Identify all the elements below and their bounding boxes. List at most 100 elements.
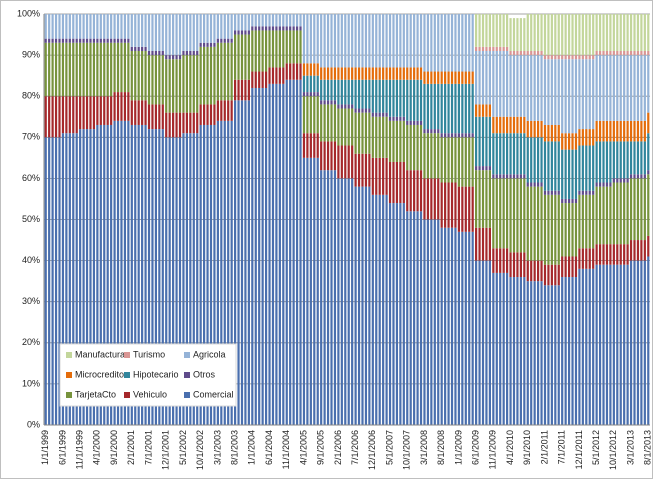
bar-segment — [647, 174, 650, 236]
bar-segment — [316, 133, 319, 158]
bar-segment — [199, 104, 202, 125]
bar-segment — [306, 14, 309, 64]
bar-segment — [168, 55, 171, 60]
bar-segment — [547, 285, 550, 425]
bar-segment — [512, 133, 516, 175]
x-tick-label: 9/1/2005 — [316, 430, 326, 465]
bar-segment — [461, 133, 464, 138]
bar-segment — [595, 182, 598, 187]
bar-segment — [430, 129, 433, 134]
bar-segment — [258, 71, 261, 88]
bar-segment — [643, 240, 646, 261]
bar-segment — [161, 104, 164, 130]
bar-segment — [158, 14, 161, 51]
y-tick-label: 30% — [22, 296, 40, 306]
bar-segment — [147, 14, 151, 51]
bar-segment — [357, 14, 361, 68]
bar-segment — [299, 30, 302, 64]
bar-segment — [392, 79, 395, 117]
legend-label: Comercial — [193, 389, 234, 399]
bar-segment — [347, 14, 350, 68]
bar-segment — [289, 14, 292, 27]
bar-segment — [636, 174, 640, 179]
bar-segment — [533, 260, 536, 282]
bar-segment — [540, 120, 543, 138]
bar-segment — [540, 186, 543, 261]
bar-segment — [354, 108, 357, 113]
bar-segment — [326, 141, 330, 171]
legend-swatch — [184, 372, 190, 378]
bar-segment — [337, 67, 340, 80]
bar-segment — [409, 67, 412, 80]
bar-segment — [392, 14, 395, 68]
bar-segment — [433, 71, 436, 84]
bar-segment — [92, 42, 96, 97]
bar-segment — [461, 83, 464, 134]
bar-segment — [240, 79, 244, 101]
legend-swatch — [124, 392, 130, 398]
bar-segment — [440, 133, 443, 138]
bar-segment — [629, 260, 633, 425]
bar-segment — [464, 83, 467, 134]
bar-segment — [643, 174, 646, 179]
bar-segment — [320, 141, 323, 171]
x-tick-label: 5/1/2007 — [384, 430, 394, 465]
bar-segment — [127, 120, 130, 426]
bar-segment — [230, 14, 233, 39]
bar-segment — [495, 248, 498, 273]
bar-segment — [450, 133, 454, 138]
bar-segment — [557, 124, 560, 142]
bar-segment — [161, 14, 164, 51]
bar-segment — [536, 14, 540, 51]
bar-segment — [182, 112, 185, 134]
bar-segment — [413, 211, 416, 425]
bar-segment — [574, 133, 578, 150]
bar-segment — [526, 14, 529, 51]
bar-segment — [161, 55, 164, 105]
bar-segment — [440, 83, 443, 134]
bar-segment — [616, 55, 619, 121]
bar-segment — [223, 120, 226, 426]
bar-segment — [68, 38, 71, 43]
bar-segment — [285, 14, 288, 27]
bar-segment — [264, 26, 268, 31]
bar-segment — [79, 14, 82, 39]
bar-segment — [199, 46, 202, 105]
bar-segment — [506, 174, 509, 179]
bar-segment — [516, 133, 519, 175]
bar-segment — [471, 83, 474, 134]
x-tick-label: 12/1/2001 — [161, 430, 171, 470]
bar-segment — [127, 92, 130, 121]
bar-segment — [640, 260, 643, 425]
bar-segment — [306, 63, 309, 76]
bar-segment — [485, 116, 488, 167]
bar-segment — [454, 182, 457, 228]
bar-segment — [206, 104, 209, 125]
bar-segment — [602, 182, 605, 187]
bar-segment — [337, 14, 340, 68]
bar-segment — [571, 203, 574, 257]
x-tick-label: 7/1/2006 — [350, 430, 360, 465]
bar-segment — [392, 120, 395, 162]
bar-segment — [75, 42, 78, 97]
bar-segment — [309, 133, 312, 158]
bar-segment — [557, 59, 560, 125]
bar-segment — [502, 174, 505, 179]
bar-segment — [368, 186, 371, 425]
bar-segment — [161, 129, 164, 425]
bar-segment — [295, 26, 299, 31]
bar-segment — [561, 149, 564, 199]
bar-segment — [282, 26, 285, 31]
bar-segment — [113, 120, 116, 426]
bar-segment — [612, 178, 615, 183]
bar-segment — [633, 178, 636, 241]
bar-segment — [633, 240, 636, 261]
bar-segment — [182, 55, 185, 113]
bar-segment — [629, 240, 633, 261]
bar-segment — [519, 252, 522, 278]
bar-segment — [492, 50, 495, 117]
bar-segment — [395, 120, 399, 162]
bar-segment — [495, 133, 498, 175]
bar-segment — [481, 104, 485, 117]
bar-segment — [619, 182, 622, 245]
